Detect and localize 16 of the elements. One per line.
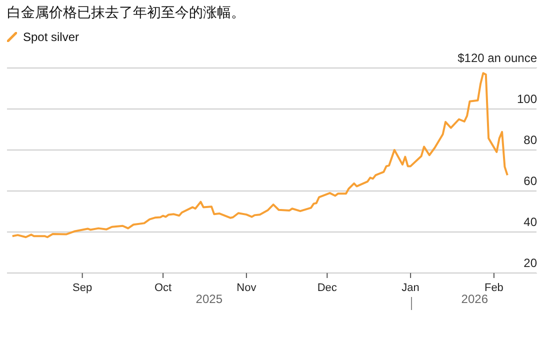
legend-label: Spot silver xyxy=(23,30,80,44)
y-tick-label: $120 an ounce xyxy=(458,51,538,65)
x-tick-label: Feb xyxy=(484,282,504,294)
x-tick-label: Nov xyxy=(236,282,257,294)
y-tick-label: 20 xyxy=(524,256,538,270)
y-tick-label: 80 xyxy=(524,133,538,147)
x-tick-label: Sep xyxy=(72,282,92,294)
chart-title: 白金属价格已抹去了年初至今的涨幅。 xyxy=(7,4,245,22)
y-tick-label: 40 xyxy=(524,215,538,229)
x-tick-label: Dec xyxy=(317,282,338,294)
x-tick-label: Jan xyxy=(402,282,420,294)
text: 2026 xyxy=(460,292,489,306)
y-tick-label: 60 xyxy=(524,174,538,188)
text: 2025 xyxy=(196,292,222,306)
y-tick-label: 100 xyxy=(516,92,538,106)
x-tick-label: Oct xyxy=(154,282,172,294)
